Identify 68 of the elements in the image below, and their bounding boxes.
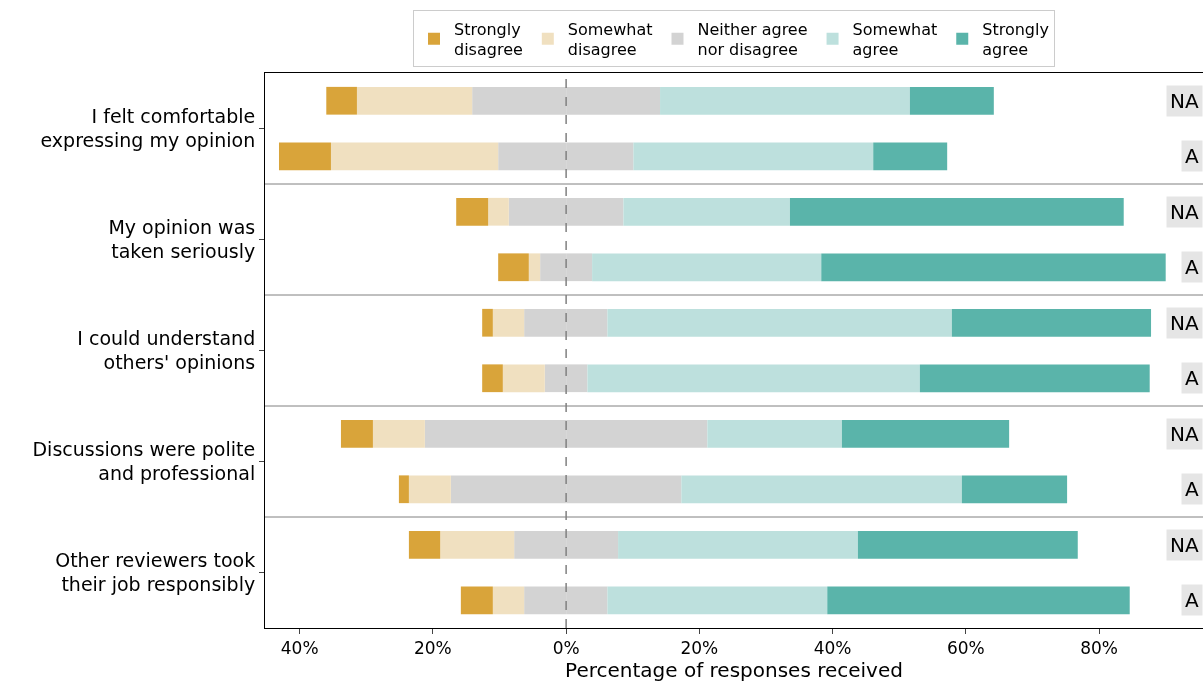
legend-label: Somewhat disagree: [567, 19, 653, 60]
bar: [857, 530, 1078, 559]
bar: [587, 364, 920, 393]
legend-label: Somewhat agree: [852, 19, 938, 60]
bar: [482, 308, 493, 337]
bar: [873, 142, 948, 171]
x-tick-label: 20%: [680, 638, 719, 659]
bar: [492, 586, 525, 615]
text: I felt comfortable expressing my opinion: [40, 104, 256, 152]
legend-label: Strongly disagree: [454, 19, 523, 60]
bar: [618, 530, 858, 559]
bar: [488, 197, 509, 226]
legend-label: Strongly agree: [982, 19, 1049, 60]
x-axis-title: Percentage of responses received: [565, 658, 903, 683]
x-tick-label: 0%: [552, 638, 580, 659]
y-tick-label: NA: [1170, 89, 1199, 113]
bar: [502, 364, 545, 393]
y-tick-label: A: [1185, 366, 1199, 390]
bar: [492, 308, 525, 337]
y-tick-label: NA: [1170, 311, 1199, 335]
bar: [340, 419, 373, 448]
y-tick-label: A: [1185, 588, 1199, 612]
text: Discussions were polite and professional: [32, 437, 256, 485]
bar: [681, 475, 962, 504]
x-tick-label: 60%: [946, 638, 985, 659]
text: I could understand others' opinions: [77, 326, 256, 374]
bar: [789, 197, 1124, 226]
bar: [951, 308, 1152, 337]
bar: [961, 475, 1068, 504]
y-tick-label: NA: [1170, 422, 1199, 446]
bar: [909, 86, 994, 115]
x-tick-label: 80%: [1080, 638, 1118, 659]
bar: [356, 86, 473, 115]
bar: [607, 586, 828, 615]
bar: [592, 253, 822, 282]
bar: [456, 197, 489, 226]
bar: [440, 530, 515, 559]
bar: [460, 586, 493, 615]
y-tick-label: NA: [1170, 533, 1199, 557]
bar: [821, 253, 1166, 282]
legend-label: Neither agree nor disagree: [697, 19, 808, 60]
text: Other reviewers took their job responsibly: [55, 548, 256, 596]
bar: [660, 86, 910, 115]
bar: [528, 253, 541, 282]
bar: [841, 419, 1010, 448]
text: My opinion was taken seriously: [108, 215, 256, 263]
bar: [623, 197, 790, 226]
bar: [633, 142, 874, 171]
y-tick-label: NA: [1170, 200, 1199, 224]
bar: [498, 253, 529, 282]
bar: [408, 530, 441, 559]
bar: [372, 419, 425, 448]
bar: [408, 475, 451, 504]
y-tick-label: A: [1185, 144, 1199, 168]
bar: [326, 86, 357, 115]
y-tick-label: A: [1185, 477, 1199, 501]
bar: [482, 364, 503, 393]
bar: [707, 419, 842, 448]
bar: [330, 142, 499, 171]
x-tick-label: 40%: [280, 638, 319, 659]
x-tick-label: 40%: [813, 638, 852, 659]
bar: [607, 308, 952, 337]
bar: [278, 142, 331, 171]
x-tick-label: 20%: [413, 638, 452, 659]
y-tick-label: A: [1185, 255, 1199, 279]
bar: [827, 586, 1130, 615]
bar: [398, 475, 409, 504]
bar: [919, 364, 1150, 393]
